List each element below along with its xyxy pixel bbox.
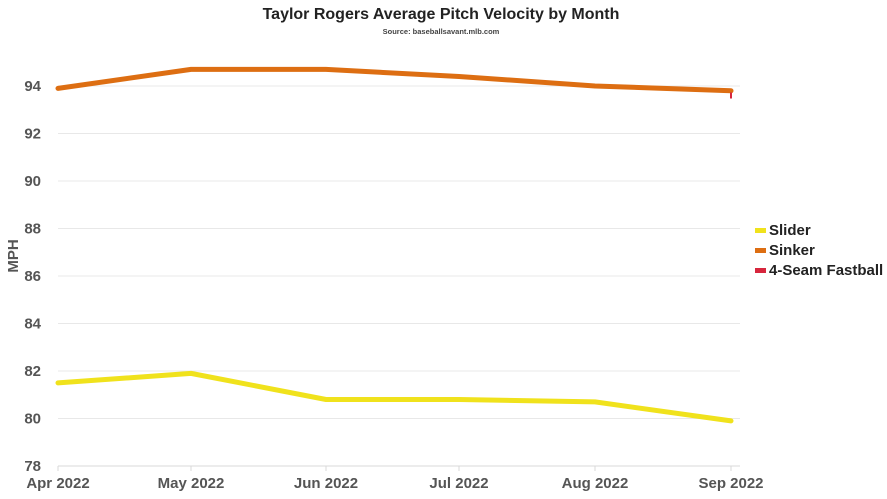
legend-swatch-sinker (755, 248, 766, 253)
grid (58, 85, 740, 419)
y-tick-label: 88 (24, 221, 41, 238)
y-tick-label: 94 (24, 78, 41, 95)
legend-swatch-slider (755, 228, 766, 233)
legend-swatch-4-seam-fastball (755, 268, 766, 273)
legend-label-slider: Slider (769, 222, 811, 239)
y-tick-label: 80 (24, 411, 41, 428)
x-tick-label: May 2022 (158, 475, 225, 492)
chart-subtitle: Source: baseballsavant.mlb.com (383, 27, 500, 36)
legend-label-4-seam-fastball: 4-Seam Fastball (769, 262, 883, 279)
y-tick-label: 84 (24, 316, 41, 333)
chart-title: Taylor Rogers Average Pitch Velocity by … (263, 6, 620, 23)
axes: 78 80 82 84 86 88 90 92 94 Apr 2022 May 2022 Jun 20… (24, 78, 763, 492)
y-axis-label: MPH (5, 239, 22, 272)
y-tick-label: 92 (24, 126, 41, 143)
sinker-line (55, 66, 734, 94)
legend: Slider Sinker 4-Seam Fastball (755, 222, 883, 279)
x-tick-label: Apr 2022 (26, 475, 89, 492)
y-tick-label: 86 (24, 268, 41, 285)
x-tick-label: Sep 2022 (698, 475, 763, 492)
legend-label-sinker: Sinker (769, 242, 815, 259)
y-tick-label: 82 (24, 363, 41, 380)
y-tick-label: 78 (24, 458, 41, 475)
x-tick-label: Jul 2022 (429, 475, 488, 492)
y-tick-label: 90 (24, 173, 41, 190)
x-tick-label: Jun 2022 (294, 475, 358, 492)
x-tick-label: Aug 2022 (562, 475, 629, 492)
slider-line (55, 370, 734, 424)
series-lines (55, 66, 734, 424)
